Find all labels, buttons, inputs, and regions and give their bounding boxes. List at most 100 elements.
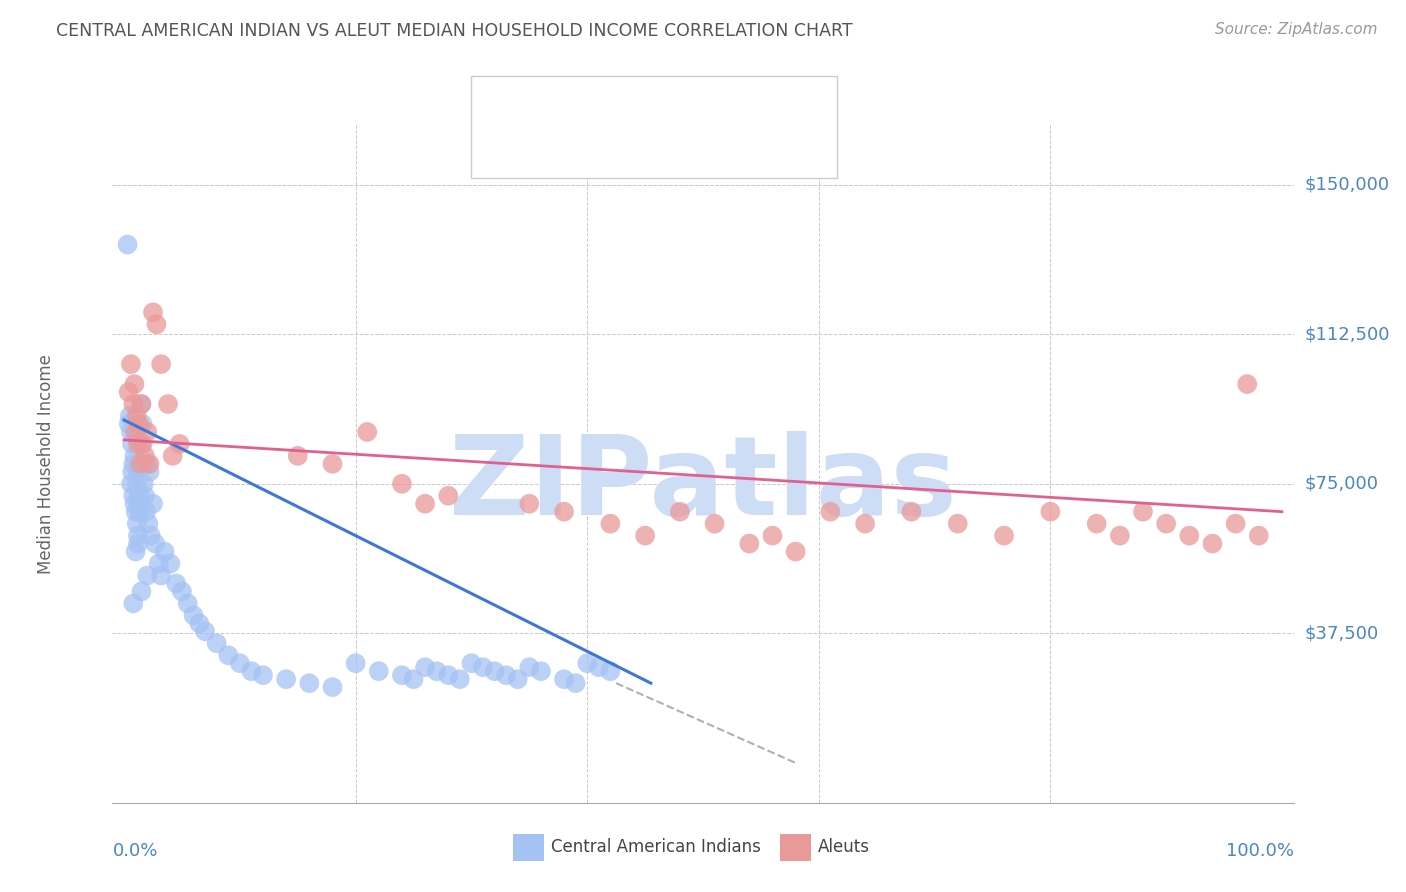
Point xyxy=(1108,528,1130,542)
Point xyxy=(761,528,783,542)
Point xyxy=(118,417,141,431)
Point xyxy=(1085,516,1108,531)
Point xyxy=(703,516,725,531)
Point xyxy=(124,425,146,439)
Point xyxy=(1201,536,1223,550)
Text: -0.548: -0.548 xyxy=(575,95,640,113)
Point xyxy=(298,676,321,690)
Point xyxy=(131,437,153,451)
Point xyxy=(129,497,152,511)
Text: Source: ZipAtlas.com: Source: ZipAtlas.com xyxy=(1215,22,1378,37)
Point xyxy=(1039,505,1062,519)
Point xyxy=(738,536,761,550)
Point xyxy=(437,668,460,682)
Text: ZIPatlas: ZIPatlas xyxy=(449,431,957,538)
Point xyxy=(142,497,165,511)
Text: N =: N = xyxy=(651,144,703,161)
Text: R =: R = xyxy=(527,95,567,113)
Point xyxy=(118,409,141,423)
Point xyxy=(194,624,217,639)
Point xyxy=(413,497,436,511)
Point xyxy=(276,672,298,686)
Point xyxy=(321,680,343,694)
Point xyxy=(553,505,575,519)
Text: R =: R = xyxy=(527,144,567,161)
Point xyxy=(131,397,153,411)
Point xyxy=(127,536,149,550)
Point xyxy=(129,457,152,471)
Point xyxy=(484,664,506,678)
Point xyxy=(472,660,495,674)
Point xyxy=(853,516,876,531)
Point xyxy=(150,357,173,371)
Point xyxy=(287,449,309,463)
Point xyxy=(1247,528,1270,542)
Point xyxy=(120,357,142,371)
Point xyxy=(136,425,159,439)
Point xyxy=(993,528,1015,542)
Point xyxy=(669,505,692,519)
Point xyxy=(159,557,181,571)
Point xyxy=(1132,505,1154,519)
Point xyxy=(138,457,160,471)
Point xyxy=(1225,516,1247,531)
Point xyxy=(449,672,471,686)
Point xyxy=(125,409,148,423)
Point xyxy=(205,636,228,650)
Point xyxy=(131,397,153,411)
Point xyxy=(124,449,146,463)
Point xyxy=(820,505,842,519)
Point xyxy=(125,476,148,491)
Point xyxy=(124,377,146,392)
Point xyxy=(128,417,150,431)
Point xyxy=(437,489,460,503)
Text: Aleuts: Aleuts xyxy=(818,838,870,856)
Point xyxy=(142,305,165,319)
Point xyxy=(506,672,529,686)
Point xyxy=(165,576,187,591)
Point xyxy=(139,528,162,542)
Text: -0.236: -0.236 xyxy=(575,144,640,161)
Point xyxy=(229,657,252,671)
Point xyxy=(402,672,425,686)
Point xyxy=(157,397,180,411)
Point xyxy=(530,664,553,678)
Text: 50: 50 xyxy=(710,144,735,161)
Point xyxy=(634,528,657,542)
Point xyxy=(785,544,807,558)
Circle shape xyxy=(478,141,515,164)
Point xyxy=(391,668,413,682)
Point xyxy=(900,505,922,519)
Point xyxy=(599,664,621,678)
Point xyxy=(145,318,167,332)
Point xyxy=(124,497,146,511)
Point xyxy=(128,505,150,519)
Point xyxy=(122,596,145,610)
Point xyxy=(121,465,143,479)
Point xyxy=(177,596,200,610)
Point xyxy=(553,672,575,686)
Point xyxy=(128,489,150,503)
Text: 100.0%: 100.0% xyxy=(1226,842,1294,860)
Point xyxy=(122,397,145,411)
Text: $37,500: $37,500 xyxy=(1305,624,1379,642)
Circle shape xyxy=(478,93,515,116)
Point xyxy=(460,657,482,671)
Point xyxy=(136,568,159,582)
Point xyxy=(1154,516,1177,531)
Point xyxy=(120,425,142,439)
Point xyxy=(134,449,156,463)
Point xyxy=(132,476,155,491)
Point xyxy=(413,660,436,674)
Point xyxy=(1178,528,1201,542)
Point xyxy=(183,608,205,623)
Point xyxy=(576,657,599,671)
Point xyxy=(426,664,449,678)
Point xyxy=(1236,377,1258,392)
Point xyxy=(131,417,153,431)
Point xyxy=(127,465,149,479)
Point xyxy=(127,437,149,451)
Point xyxy=(131,584,153,599)
Point xyxy=(124,505,146,519)
Point xyxy=(138,516,160,531)
